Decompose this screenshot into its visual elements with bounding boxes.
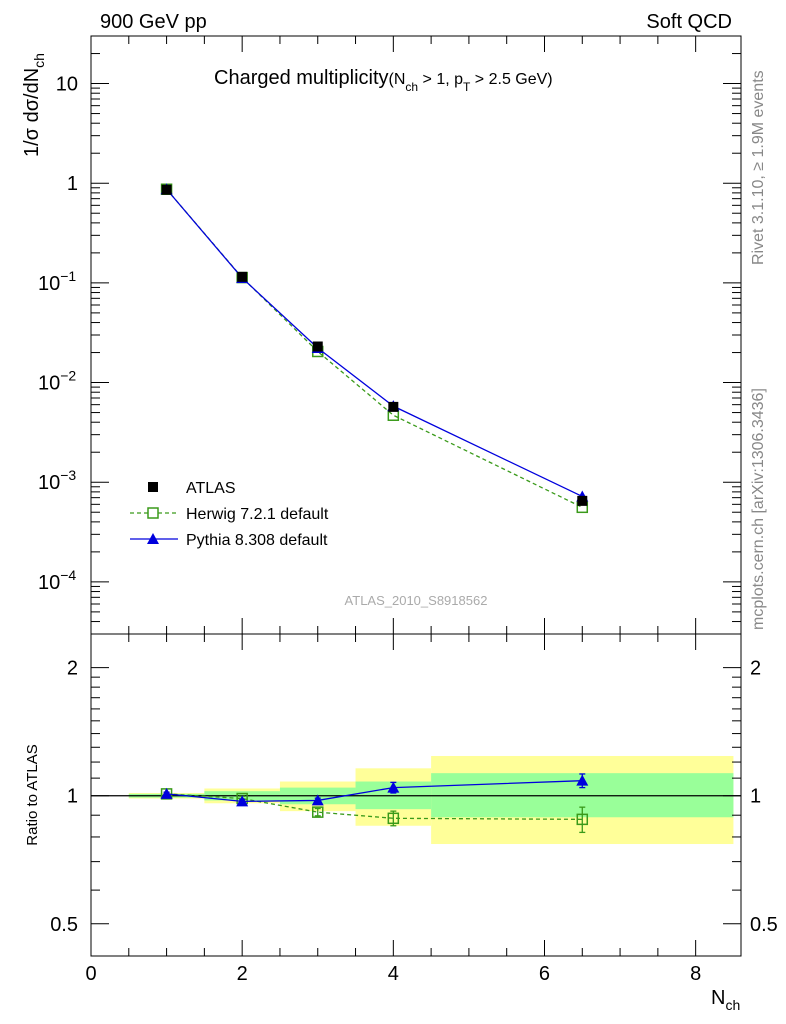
ratio-ytick-label-right-0: 2 [750,658,761,680]
header-left: 900 GeV pp [100,11,207,33]
rivet-label: Rivet 3.1.10, ≥ 1.9M events [750,70,767,265]
ratio-series-layer [160,773,589,834]
marker-1 [236,795,249,807]
x-axis-label: Nch [711,987,740,1013]
x-axis-label-sub: ch [725,997,740,1013]
ratio-ytick-label-right-1: 1 [750,786,761,808]
cut-part-3: T [463,80,471,94]
marker-0 [161,184,172,195]
main-series-0 [161,184,588,506]
cut-part-0: (N [389,71,406,88]
main-series-1 [160,183,589,514]
marker-4 [576,774,589,786]
main-series-2 [160,183,589,502]
marker-3 [387,781,400,793]
main-line-1 [166,188,583,508]
marker-3 [387,812,400,825]
xtick-label-3: 6 [539,963,550,985]
tick-exp: −4 [60,567,76,583]
marker-4 [577,495,588,506]
legend-herwig-marker [147,507,159,519]
main-ytick-label-5: 10−4 [38,567,76,594]
xtick-label-0: 0 [85,963,96,985]
main-series-layer [160,183,589,514]
marker-4 [576,813,589,826]
tick-base: 10 [38,472,60,494]
legend: ATLAS Herwig 7.2.1 default Pythia 8.308 … [130,480,329,549]
xtick-label-2: 4 [388,963,399,985]
mcplots-label: mcplots.cern.ch [arXiv:1306.3436] [750,388,767,630]
main-ytick-label-0: 10 [56,74,78,96]
cut-part-4: > 2.5 GeV) [470,71,552,88]
main-ytick-label-2: 10−1 [38,268,76,295]
tick-base: 10 [38,373,60,395]
marker-2 [312,341,323,352]
marker-2 [311,806,324,818]
cut-part-2: > 1, p [418,71,463,88]
main-line-2 [166,188,583,498]
legend-pythia-marker [147,533,159,544]
main-ylabel-text: 1/σ dσ/dN [21,68,43,157]
legend-pythia-label: Pythia 8.308 default [186,532,328,549]
x-axis-label-text: N [711,987,725,1009]
tick-base: 10 [38,572,60,594]
legend-atlas-label: ATLAS [186,480,236,497]
tick-base: 10 [38,273,60,295]
ratio-line-0 [166,793,583,821]
main-title-text: Charged multiplicity [214,67,389,89]
main-ytick-label-3: 10−2 [38,368,76,395]
ratio-ytick-label-left-1: 1 [67,786,78,808]
tick-exp: −2 [60,368,76,384]
main-ylabel-sub: ch [31,53,47,68]
marker-2 [311,794,324,806]
xtick-label-4: 8 [690,963,701,985]
xtick-label-1: 2 [237,963,248,985]
ratio-panel-frame [90,633,742,957]
main-ylabel: 1/σ dσ/dNch [21,53,47,157]
tick-exp: −1 [60,268,76,284]
ratio-axis-ticks: 2 2 1 1 0.5 0.5 0 2 4 6 8 [50,36,778,985]
ratio-ytick-label-right-2: 0.5 [750,914,778,936]
ratio-series-1 [160,773,589,807]
cut-part-1: ch [405,80,418,94]
ratio-ytick-label-left-0: 2 [67,658,78,680]
ratio-uncertainty-bands [128,755,734,845]
marker-0 [160,787,173,799]
main-ytick-label-1: 1 [67,173,78,195]
tick-exp: −3 [60,467,76,483]
main-ytick-label-4: 10−3 [38,467,76,494]
marker-3 [388,401,399,412]
ratio-ytick-label-left-2: 0.5 [50,914,78,936]
header-right: Soft QCD [646,11,732,33]
analysis-watermark: ATLAS_2010_S8918562 [345,593,488,608]
main-title: Charged multiplicity(Nch > 1, pT > 2.5 G… [214,67,553,94]
ratio-ylabel: Ratio to ATLAS [24,744,41,845]
legend-herwig-label: Herwig 7.2.1 default [186,506,329,523]
marker-1 [237,271,248,282]
legend-atlas-marker [148,482,158,492]
